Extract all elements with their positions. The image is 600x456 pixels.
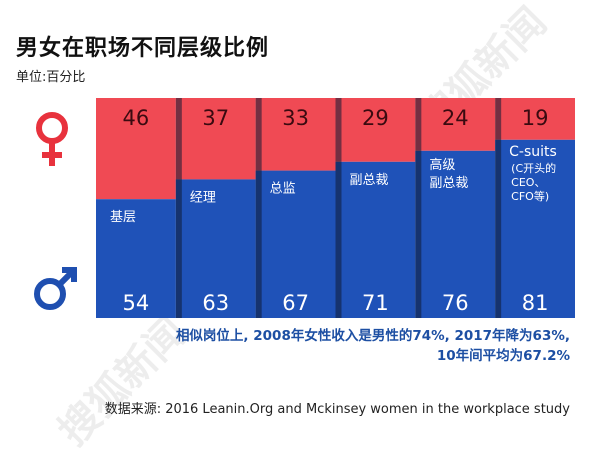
value-label-female: 33 [282,106,309,130]
bar-divider [255,98,262,318]
category-label: 高级 [429,157,455,173]
value-label-female: 29 [362,106,389,130]
bar-divider [415,98,422,318]
income-note-line-2: 10年间平均为67.2% [436,348,570,364]
value-label-male: 67 [282,291,309,315]
bar-female [415,98,496,151]
category-label: 基层 [110,210,136,225]
category-sublabel: CFO等) [511,189,549,203]
value-label-male: 76 [442,291,469,315]
value-label-female: 19 [522,106,549,130]
bar-divider [335,98,342,318]
category-sublabel: CEO、 [511,176,545,189]
bar-male [415,150,496,318]
category-sublabel: (C开头的 [511,161,556,175]
category-label: 经理 [190,190,216,205]
income-note-line-1: 相似岗位上, 2008年女性收入是男性的74%, 2017年降为63%, [175,328,570,344]
value-label-female: 24 [442,106,469,130]
bar-male [495,139,575,318]
bar-female [495,98,575,140]
value-label-female: 37 [202,106,229,130]
bar-female [255,98,336,171]
category-label: C-suits [509,144,557,160]
value-label-male: 54 [123,291,150,315]
unit-label: 单位:百分比 [16,70,86,85]
income-note: 相似岗位上, 2008年女性收入是男性的74%, 2017年降为63%, 10年… [176,326,570,366]
value-label-male: 81 [522,291,549,315]
bar-female [175,98,256,180]
bar-divider [495,98,502,318]
value-label-male: 63 [202,291,229,315]
male-symbol-icon [34,267,77,310]
bar-divider [175,98,182,318]
female-symbol-icon [36,112,68,166]
chart-title: 男女在职场不同层级比例 [16,36,270,61]
source-label: 数据来源: 2016 Leanin.Org and Mckinsey women… [104,402,570,417]
value-label-female: 46 [123,106,150,130]
value-label-male: 71 [362,291,389,315]
category-label: 总监 [270,182,296,197]
bar-female [96,98,176,200]
bar-male [96,199,176,318]
bar-male [175,179,256,318]
category-label: 副总裁 [429,175,468,191]
bar-male [335,161,416,318]
bar-female [335,98,416,162]
category-label: 副总裁 [350,172,389,188]
bar-male [255,170,336,318]
